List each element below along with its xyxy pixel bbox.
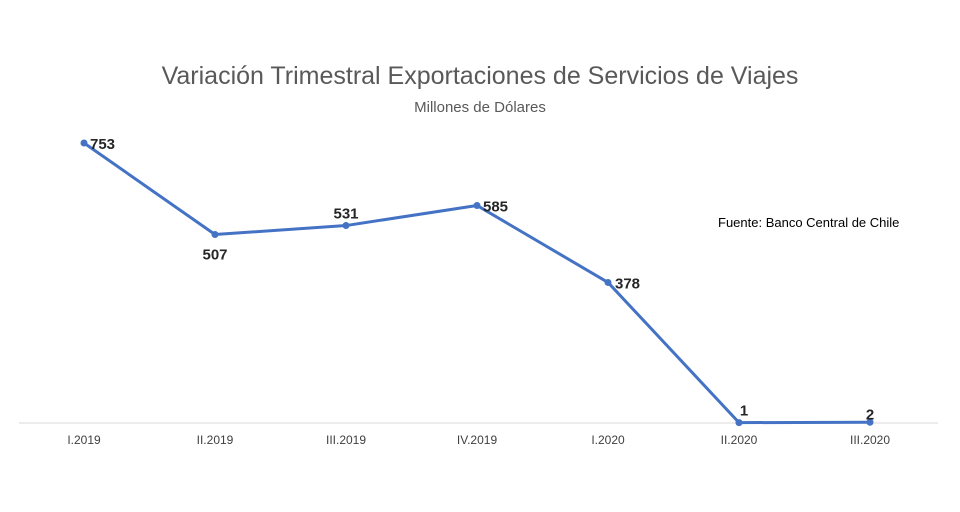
data-label: 585: [483, 198, 508, 215]
x-tick-label: II.2019: [197, 433, 234, 447]
data-point: [211, 230, 219, 238]
x-tick-label: III.2019: [326, 433, 366, 447]
data-label: 531: [333, 206, 358, 223]
x-tick-label: I.2019: [67, 433, 101, 447]
series-line: [83, 141, 871, 425]
x-tick-label: I.2020: [591, 433, 625, 447]
data-point: [473, 201, 481, 209]
data-label: 507: [202, 246, 227, 263]
source-annotation: Fuente: Banco Central de Chile: [718, 215, 900, 230]
x-tick-label: III.2020: [850, 433, 890, 447]
data-point: [342, 222, 350, 230]
data-point: [866, 418, 874, 426]
data-point: [80, 139, 88, 147]
x-tick-label: IV.2019: [457, 433, 498, 447]
x-tick-label: II.2020: [721, 433, 758, 447]
data-label: 378: [615, 275, 640, 292]
chart-title: Variación Trimestral Exportaciones de Se…: [161, 62, 799, 90]
data-point: [735, 419, 743, 427]
chart-subtitle: Millones de Dólares: [414, 99, 546, 116]
data-label: 1: [740, 403, 748, 420]
data-labels: 753 507 531 585 378 1 2: [90, 136, 874, 423]
data-point: [604, 278, 612, 286]
x-tick-labels: I.2019 II.2019 III.2019 IV.2019 I.2020 II.202…: [67, 433, 890, 447]
data-label: 2: [866, 406, 874, 423]
data-points: [80, 139, 874, 427]
data-label: 753: [90, 136, 115, 153]
